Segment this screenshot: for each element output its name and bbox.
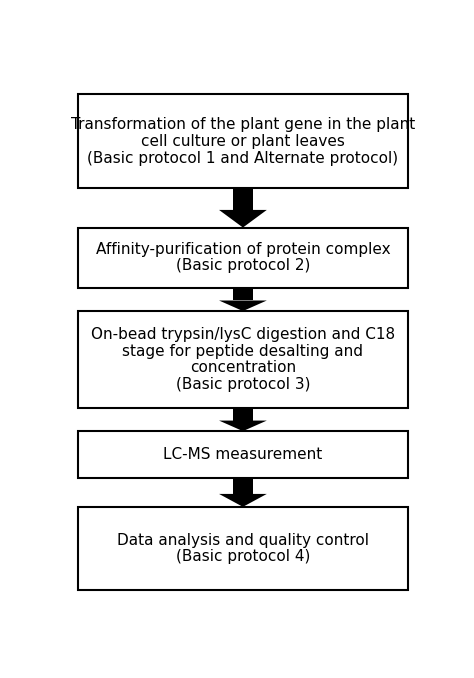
Text: On-bead trypsin/lysC digestion and C18: On-bead trypsin/lysC digestion and C18 <box>91 327 395 342</box>
Text: (Basic protocol 3): (Basic protocol 3) <box>176 377 310 392</box>
Bar <box>78 431 408 478</box>
Polygon shape <box>233 407 253 420</box>
Bar <box>78 94 408 188</box>
Bar <box>78 507 408 591</box>
Polygon shape <box>233 478 253 494</box>
Polygon shape <box>219 300 267 311</box>
Text: LC-MS measurement: LC-MS measurement <box>164 447 322 462</box>
Text: stage for peptide desalting and: stage for peptide desalting and <box>122 344 364 359</box>
Polygon shape <box>219 210 267 228</box>
Polygon shape <box>233 287 253 300</box>
Bar <box>78 311 408 407</box>
Bar <box>78 228 408 287</box>
Text: Data analysis and quality control: Data analysis and quality control <box>117 533 369 548</box>
Text: Affinity-purification of protein complex: Affinity-purification of protein complex <box>96 241 390 257</box>
Text: (Basic protocol 1 and Alternate protocol): (Basic protocol 1 and Alternate protocol… <box>87 151 399 165</box>
Polygon shape <box>233 188 253 210</box>
Polygon shape <box>219 494 267 507</box>
Text: (Basic protocol 4): (Basic protocol 4) <box>176 549 310 565</box>
Polygon shape <box>219 420 267 431</box>
Text: Transformation of the plant gene in the plant: Transformation of the plant gene in the … <box>71 117 415 132</box>
Text: (Basic protocol 2): (Basic protocol 2) <box>176 258 310 273</box>
Text: cell culture or plant leaves: cell culture or plant leaves <box>141 134 345 149</box>
Text: concentration: concentration <box>190 360 296 375</box>
